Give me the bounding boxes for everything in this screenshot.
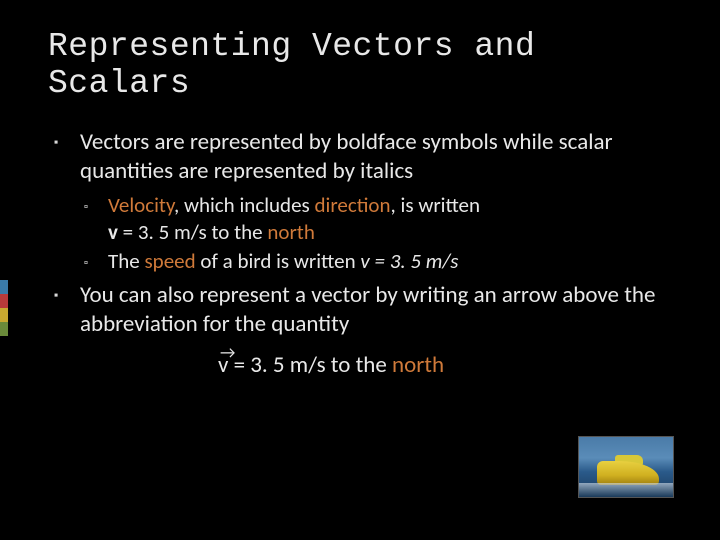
speed-label: speed — [144, 248, 195, 274]
equation-dir: to the — [331, 351, 392, 379]
hydroplane-image — [578, 436, 674, 498]
water-spray — [579, 483, 673, 497]
boat-body — [597, 461, 659, 485]
equation-rest: = 3. 5 m/s — [228, 351, 330, 379]
arrow-over-icon: → — [220, 342, 235, 363]
bullet-2-text: You can also represent a vector by writi… — [80, 281, 672, 339]
bullet-marker: ▪ — [54, 289, 72, 304]
bullet-marker: ▪ — [54, 136, 72, 151]
bullet-2: ▪ You can also represent a vector by wri… — [54, 281, 672, 339]
slide-title: Representing Vectors and Scalars — [48, 28, 672, 102]
vector-v: v — [108, 219, 118, 245]
scalar-expression: v = 3. 5 m/s — [360, 248, 458, 274]
bullet-1-text: Vectors are represented by boldface symb… — [80, 128, 672, 186]
bullet-sub-marker: ▫ — [84, 200, 102, 214]
velocity-label: Velocity — [108, 192, 174, 218]
bullet-1-sub-1-text: Velocity, which includes direction, is w… — [108, 192, 480, 247]
bullet-1-sub-1: ▫ Velocity, which includes direction, is… — [84, 192, 672, 247]
bullet-1-sub-2-text: The speed of a bird is written v = 3. 5 … — [108, 248, 458, 275]
north-label: north — [267, 219, 315, 245]
bullet-1-sub-2: ▫ The speed of a bird is written v = 3. … — [84, 248, 672, 275]
bullet-sub-marker: ▫ — [84, 256, 102, 270]
arrow-equation: → v = 3. 5 m/s to the north — [218, 351, 672, 379]
bullet-list: ▪ Vectors are represented by boldface sy… — [48, 128, 672, 339]
bullet-1: ▪ Vectors are represented by boldface sy… — [54, 128, 672, 186]
slide-content: Representing Vectors and Scalars ▪ Vecto… — [0, 0, 720, 540]
equation-north: north — [392, 351, 444, 379]
direction-label: direction — [315, 192, 391, 218]
